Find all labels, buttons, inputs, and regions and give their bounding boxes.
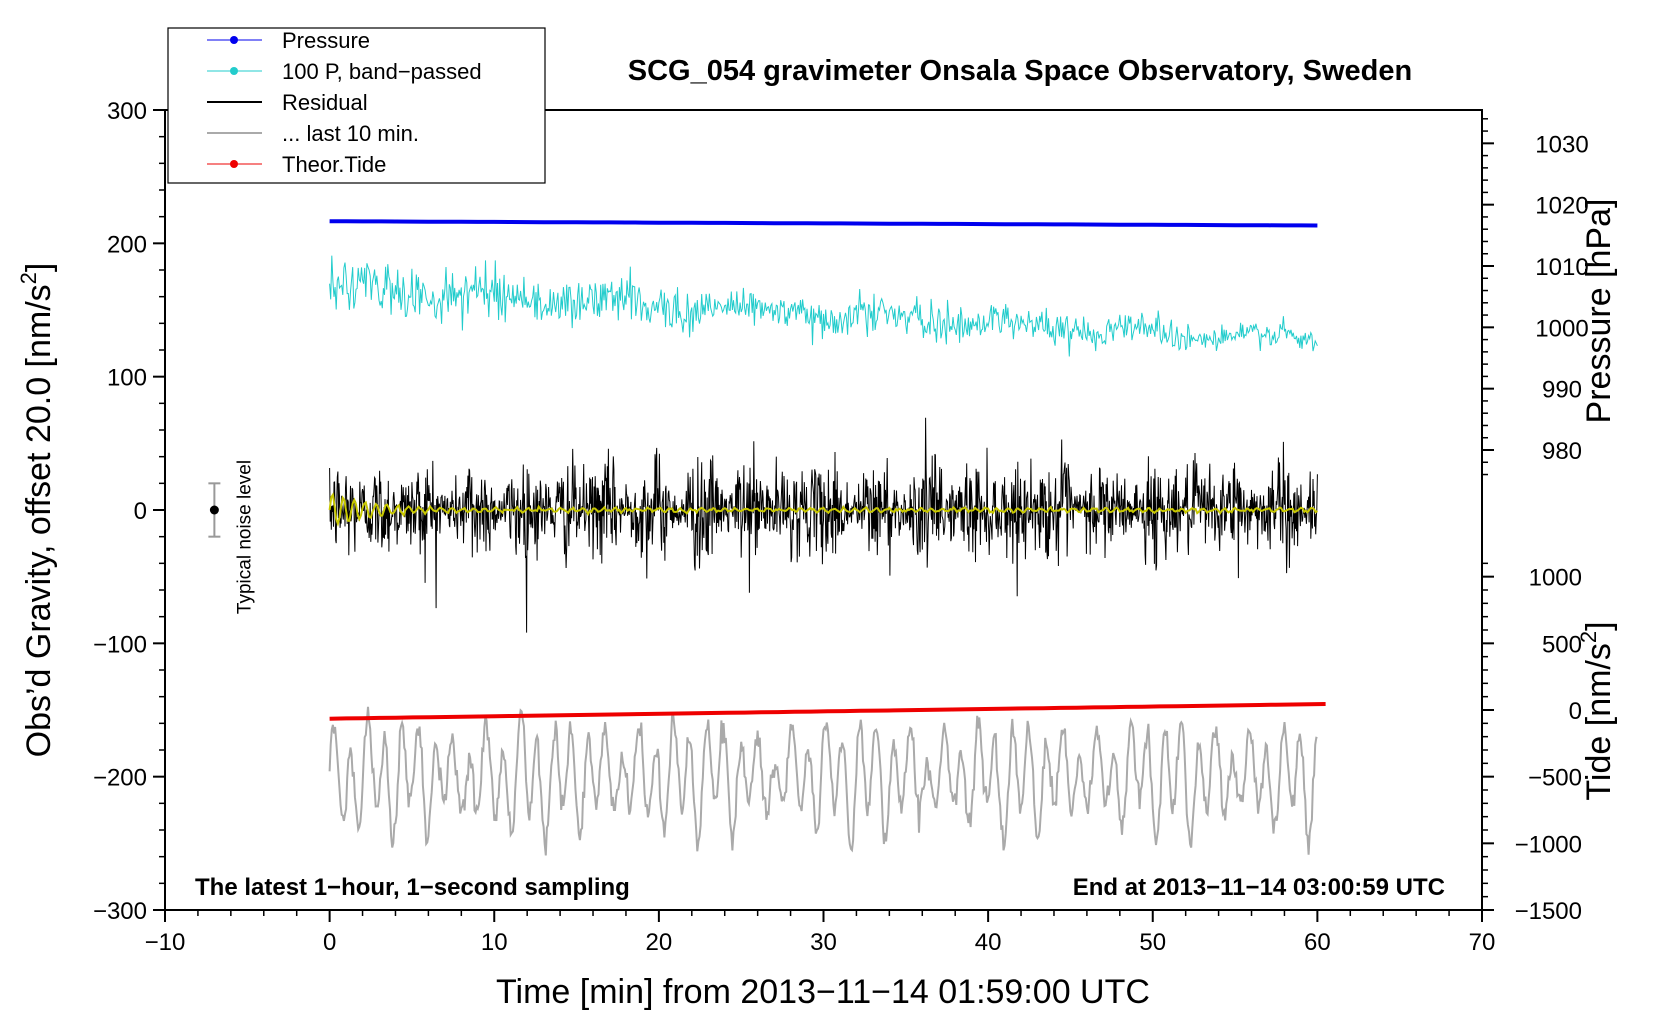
tide-axis-label-end: ] (1580, 621, 1618, 630)
x-tick-label: 0 (323, 929, 336, 956)
legend-swatch-marker (230, 160, 238, 168)
annotation-sampling: The latest 1−hour, 1−second sampling (195, 874, 630, 901)
pressure-tick-label: 1030 (1535, 131, 1588, 158)
y-axis-label-left: Obs’d Gravity, offset 20.0 [nm/s2] (16, 263, 58, 758)
legend-label: 100 P, band−passed (282, 59, 482, 84)
pressure-tick-label: 1010 (1535, 254, 1588, 281)
pressure-tick-label: 1020 (1535, 193, 1588, 220)
x-axis-label: Time [min] from 2013−11−14 01:59:00 UTC (496, 973, 1150, 1011)
y-tick-label: −100 (93, 631, 147, 658)
pressure-tick-label: 990 (1542, 377, 1582, 404)
x-tick-label: 70 (1469, 929, 1496, 956)
band-passed-series-line (329, 255, 1318, 357)
legend-label: Pressure (282, 28, 370, 53)
x-tick-label: 60 (1304, 929, 1331, 956)
tide-tick-label: 1000 (1529, 565, 1582, 592)
tide-axis-label: Tide [nm/s2] (1576, 621, 1618, 800)
pressure-axis-label: Pressure [hPa] (1580, 199, 1618, 424)
pressure-series-line (329, 219, 1318, 228)
x-tick-label: 10 (481, 929, 508, 956)
series-layer (328, 219, 1326, 856)
legend-swatch-marker (230, 36, 238, 44)
legend-label: ... last 10 min. (282, 121, 419, 146)
last10-series-line (328, 706, 1318, 856)
x-tick-label: 30 (810, 929, 837, 956)
chart-title: SCG_054 gravimeter Onsala Space Observat… (628, 55, 1412, 87)
x-tick-label: −10 (145, 929, 186, 956)
y-axis-label-left-text: Obs’d Gravity, offset 20.0 [nm/s (20, 284, 58, 757)
tide-tick-label: 0 (1569, 698, 1582, 725)
y-tick-label: 200 (107, 231, 147, 258)
smoothed-residual-series-line (328, 492, 1318, 527)
axes-layer: −10 0 10 20 30 40 50 60 70−300−200−1000100200300… (93, 98, 1589, 956)
noise-bar-label: Typical noise level (234, 460, 255, 614)
legend-swatch-marker (230, 67, 238, 75)
y-axis-label-left-end: ] (20, 263, 58, 272)
residual-series-line (329, 417, 1318, 633)
x-tick-label: 50 (1139, 929, 1166, 956)
pressure-tick-label: 980 (1542, 438, 1582, 465)
tide-tick-label: −1000 (1515, 831, 1582, 858)
y-axis-label-left-sup: 2 (16, 272, 41, 284)
legend-items: Pressure 100 P, band−passed Residual ... la… (207, 28, 482, 177)
tide-tick-label: −500 (1528, 765, 1582, 792)
noise-bar-dot (209, 505, 219, 515)
legend-label: Theor.Tide (282, 152, 386, 177)
noise-bar: Typical noise level (208, 460, 255, 614)
tide-axis-label-sup: 2 (1576, 631, 1601, 643)
tide-series-line (329, 702, 1326, 721)
y-tick-label: −300 (93, 898, 147, 925)
x-tick-label: 40 (975, 929, 1002, 956)
y-tick-label: −200 (93, 765, 147, 792)
legend-box (167, 27, 546, 184)
tide-tick-label: 500 (1542, 631, 1582, 658)
y-tick-label: 300 (107, 98, 147, 125)
legend: Pressure 100 P, band−passed Residual ... la… (167, 27, 546, 184)
y-tick-label: 0 (134, 498, 147, 525)
x-tick-label: 20 (646, 929, 673, 956)
annotation-end-time: End at 2013−11−14 03:00:59 UTC (1073, 874, 1445, 901)
tide-axis-label-text: Tide [nm/s (1580, 643, 1618, 800)
legend-label: Residual (282, 90, 368, 115)
y-tick-label: 100 (107, 365, 147, 392)
pressure-tick-label: 1000 (1535, 315, 1588, 342)
tide-tick-label: −1500 (1515, 898, 1582, 925)
